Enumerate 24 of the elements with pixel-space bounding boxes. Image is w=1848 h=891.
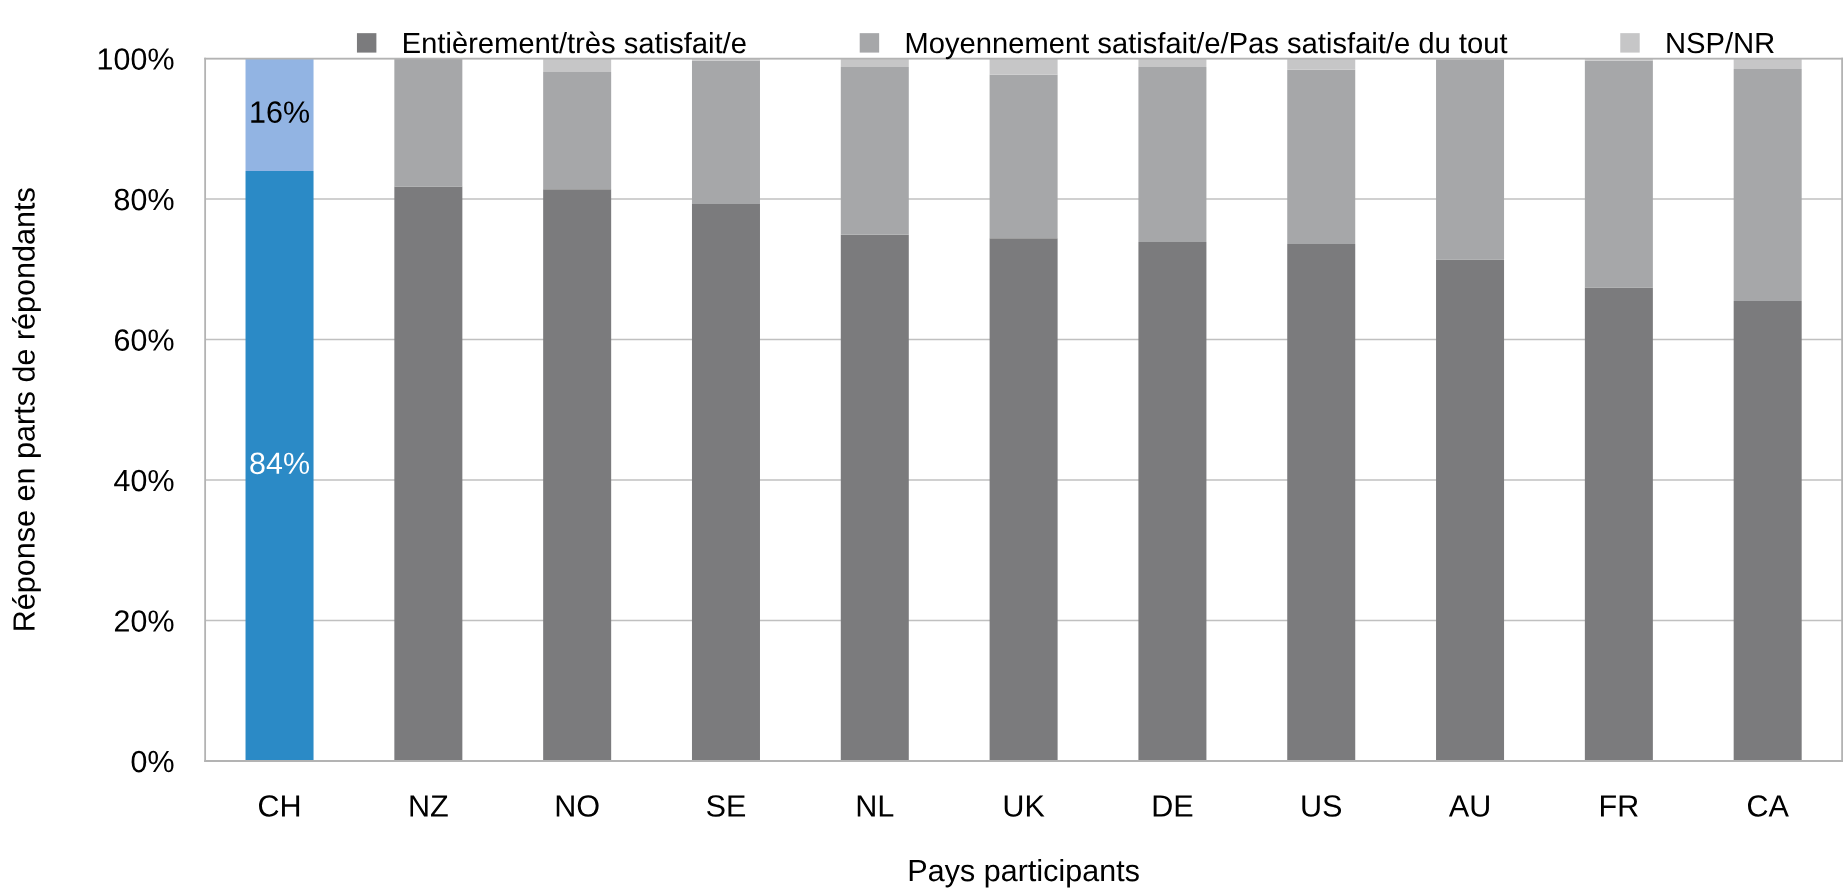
x-tick-label: FR: [1601, 795, 1638, 817]
x-tick-label: NZ: [410, 795, 448, 817]
x-tick-label: AU: [1448, 795, 1489, 817]
y-tick-label: 100%: [98, 48, 174, 70]
x-tick-label: US: [1302, 795, 1342, 817]
data-label: 16%: [251, 101, 310, 123]
x-tick-label: NL: [857, 795, 894, 817]
legend-label: Entièrement/très satisfait/e: [404, 31, 746, 54]
y-tick-label: 20%: [114, 610, 174, 632]
x-tick-label: CH: [259, 795, 300, 817]
y-tick-label: 40%: [114, 469, 174, 492]
y-tick-label: 0%: [131, 750, 174, 773]
x-tick-label: NO: [556, 795, 599, 817]
x-tick-label: DE: [1153, 795, 1193, 817]
legend-label: Moyennement satisfait/e/Pas satisfait/e du tout: [906, 31, 1508, 60]
y-tick-label: 80%: [114, 188, 174, 211]
legend-label: NSP/NR: [1667, 31, 1774, 54]
x-tick-label: SE: [706, 795, 746, 817]
y-tick-label: 60%: [114, 329, 174, 351]
data-label: 84%: [250, 452, 310, 475]
x-axis-title: Pays participants: [909, 858, 1139, 888]
y-axis-title: Réponse en parts de répondants: [12, 188, 41, 630]
x-tick-label: UK: [1004, 795, 1045, 817]
x-tick-label: CA: [1748, 795, 1789, 817]
